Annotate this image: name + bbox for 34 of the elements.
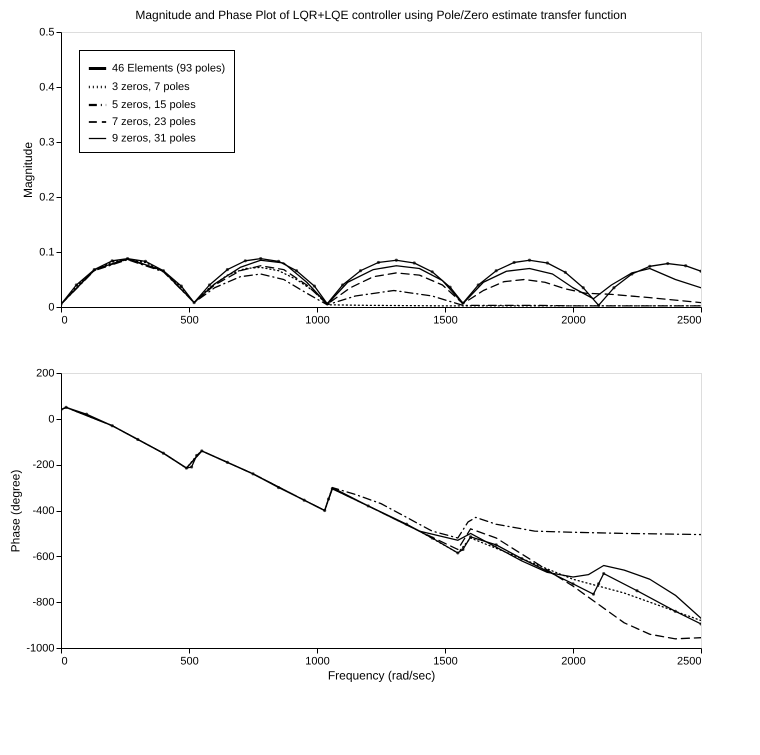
y-tick-label: -800	[32, 596, 54, 609]
legend-label: 7 zeros, 23 poles	[112, 116, 196, 128]
y-tick-label: 0.4	[39, 82, 54, 94]
y-tick-label: 0.1	[39, 246, 54, 258]
x-tick-label: 500	[180, 314, 199, 326]
y-tick-label: 0	[48, 413, 54, 426]
y-tick-label: -400	[32, 505, 54, 517]
x-tick-label: 0	[62, 656, 68, 668]
x-tick-label: 1500	[433, 314, 458, 326]
x-tick-label: 0	[62, 314, 68, 326]
y-tick-label: 0.2	[39, 192, 54, 204]
x-tick-label: 1500	[433, 656, 458, 668]
x-tick-label: 1000	[305, 314, 330, 326]
y-tick-label: -200	[32, 459, 54, 472]
y-axis-title: Magnitude	[21, 142, 36, 198]
legend-label: 5 zeros, 15 poles	[112, 99, 196, 111]
x-tick-label: 2000	[561, 656, 586, 668]
y-axis-title: Phase (degree)	[8, 470, 22, 552]
chart-title: Magnitude and Phase Plot of LQR+LQE controller using Pole/Zero estimate transfer function	[135, 8, 627, 22]
y-tick-label: 0.5	[39, 26, 54, 38]
y-tick-label: -1000	[26, 642, 54, 654]
x-tick-label: 2000	[561, 314, 586, 326]
y-tick-label: 200	[36, 368, 54, 380]
legend-label: 3 zeros, 7 poles	[112, 81, 190, 93]
legend-label: 46 Elements (93 poles)	[112, 62, 226, 74]
x-tick-label: 1000	[305, 656, 330, 668]
legend-label: 9 zeros, 31 poles	[112, 132, 196, 144]
x-tick-label: 2500	[677, 314, 702, 326]
x-tick-label: 500	[180, 656, 199, 668]
y-tick-label: 0	[48, 302, 54, 314]
y-tick-label: -600	[32, 550, 54, 563]
x-axis-title: Frequency (rad/sec)	[328, 668, 436, 682]
x-tick-label: 2500	[677, 656, 702, 668]
y-tick-label: 0.3	[39, 136, 54, 148]
